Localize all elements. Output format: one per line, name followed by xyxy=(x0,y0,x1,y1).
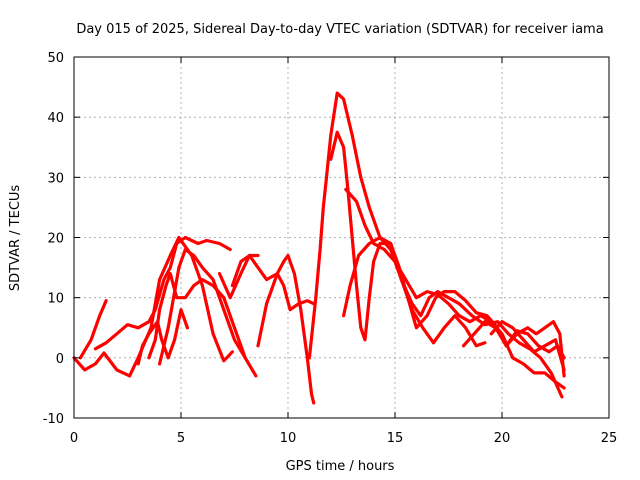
series-track-5 xyxy=(158,247,247,366)
x-tick-label: 10 xyxy=(280,431,297,446)
series-track-7 xyxy=(230,253,316,405)
series-track-3 xyxy=(78,299,108,360)
series-track-15 xyxy=(461,320,566,360)
x-tick-label: 20 xyxy=(494,431,511,446)
series-track-4 xyxy=(147,272,258,378)
y-tick-label: 50 xyxy=(47,51,64,66)
x-axis-label: GPS time / hours xyxy=(286,459,395,474)
x-tick-label: 5 xyxy=(177,431,185,446)
series-track-11 xyxy=(342,235,564,399)
y-tick-label: 0 xyxy=(56,352,64,367)
y-tick-label: 30 xyxy=(47,171,64,186)
y-tick-label: 20 xyxy=(47,232,64,247)
x-tick-label: 0 xyxy=(70,431,78,446)
series-track-16 xyxy=(136,308,189,366)
chart-title: Day 015 of 2025, Sidereal Day-to-day VTE… xyxy=(76,22,603,37)
grid xyxy=(74,57,609,418)
series-layer xyxy=(72,91,566,405)
series-track-9 xyxy=(307,91,500,360)
x-tick-label: 25 xyxy=(601,431,618,446)
x-tick-label: 15 xyxy=(387,431,404,446)
y-tick-label: 10 xyxy=(47,292,64,307)
series-track-2 xyxy=(93,235,232,351)
y-tick-label: 40 xyxy=(47,111,64,126)
series-track-6 xyxy=(217,253,260,300)
series-track-12 xyxy=(344,187,566,390)
series-track-8 xyxy=(256,272,316,348)
series-track-13 xyxy=(489,320,566,372)
axis-ticks: 0 5 10 15 20 25 -10 0 10 20 30 40 50 xyxy=(43,51,618,446)
series-track-1 xyxy=(72,235,234,378)
series-track-10 xyxy=(329,130,487,348)
y-tick-label: -10 xyxy=(43,412,64,427)
y-axis-label: SDTVAR / TECUs xyxy=(8,185,23,292)
